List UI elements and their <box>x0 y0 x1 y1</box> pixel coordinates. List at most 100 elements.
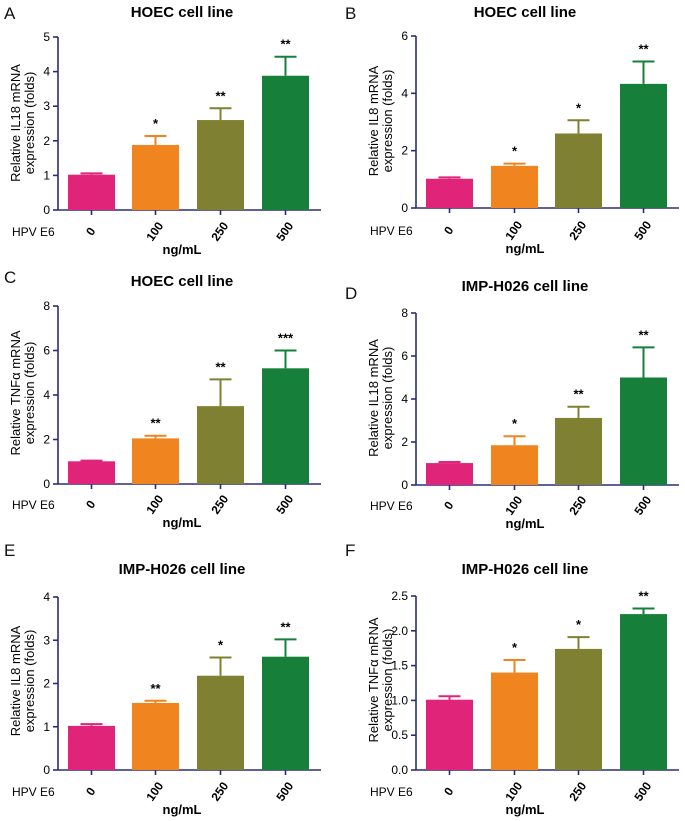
bar-250 <box>197 406 244 484</box>
y-tick-label: 0 <box>401 478 408 492</box>
bar-250 <box>197 120 244 210</box>
y-tick-label: 8 <box>43 299 50 313</box>
bar-500 <box>262 75 309 210</box>
y-tick-label: 6 <box>401 349 408 363</box>
x-tick-label: 0 <box>83 225 98 239</box>
significance-marker: ** <box>573 387 584 402</box>
significance-marker: * <box>512 144 518 159</box>
bar-500 <box>620 83 667 208</box>
group-label: HPV E6 <box>370 785 413 799</box>
panel-letter: E <box>4 541 15 560</box>
panel-letter: C <box>4 268 16 287</box>
y-tick-label: 4 <box>43 65 50 79</box>
y-axis-label: Relative IL18 mRNA <box>366 339 381 457</box>
bar-0 <box>426 699 473 770</box>
significance-marker: ** <box>215 359 226 374</box>
significance-marker: * <box>576 100 582 115</box>
significance-marker: * <box>512 416 518 431</box>
chart-panel-b: B HOEC cell line Relative IL8 mRNA expressi… <box>345 4 679 256</box>
y-tick-label: 2 <box>401 435 408 449</box>
y-axis-label-line2: expression (folds) <box>380 70 395 173</box>
panel-letter: A <box>4 4 16 23</box>
bar-0 <box>68 174 115 210</box>
significance-marker: ** <box>638 589 649 604</box>
y-tick-label: 4 <box>43 590 50 604</box>
y-tick-label: 4 <box>401 86 408 100</box>
chart-panel-c: C HOEC cell line Relative TNFα mRNA express… <box>4 268 321 530</box>
bar-250 <box>197 675 244 770</box>
y-tick-label: 6 <box>43 344 50 358</box>
chart-title: HOEC cell line <box>131 4 234 21</box>
panel-letter: D <box>345 284 357 303</box>
panel-letter: F <box>345 541 355 560</box>
y-tick-label: 2 <box>43 134 50 148</box>
group-label: HPV E6 <box>12 785 55 799</box>
x-tick-label: 500 <box>631 493 654 518</box>
chart-title: IMP-H026 cell line <box>119 561 246 578</box>
chart-panel-a: A HOEC cell line Relative IL18 mRNA express… <box>4 4 321 257</box>
y-tick-label: 0 <box>401 201 408 215</box>
y-tick-label: 5 <box>43 30 50 44</box>
bar-0 <box>426 463 473 485</box>
x-tick-label: 500 <box>631 218 654 243</box>
x-axis-label: ng/mL <box>506 516 545 531</box>
x-tick-label: 0 <box>83 498 98 512</box>
significance-marker: ** <box>638 327 649 342</box>
y-tick-label: 1.5 <box>391 659 408 673</box>
bar-0 <box>68 461 115 484</box>
x-tick-label: 100 <box>502 218 525 243</box>
y-tick-label: 2.5 <box>391 589 408 603</box>
y-tick-label: 0.0 <box>391 763 408 777</box>
y-axis-label-line2: expression (folds) <box>22 630 37 733</box>
x-axis-label: ng/mL <box>163 515 202 530</box>
x-tick-label: 500 <box>273 219 296 244</box>
y-tick-label: 0 <box>43 203 50 217</box>
significance-marker: ** <box>638 42 649 57</box>
bar-250 <box>555 133 602 208</box>
x-tick-label: 500 <box>273 779 296 804</box>
y-tick-label: 2 <box>43 677 50 691</box>
bar-100 <box>132 438 179 484</box>
y-tick-label: 8 <box>401 306 408 320</box>
y-axis-label: Relative IL18 mRNA <box>8 64 23 182</box>
x-tick-label: 500 <box>273 492 296 517</box>
x-tick-label: 250 <box>566 218 589 243</box>
group-label: HPV E6 <box>12 225 55 239</box>
y-tick-label: 1.0 <box>391 693 408 707</box>
bar-250 <box>555 648 602 770</box>
x-tick-label: 100 <box>502 493 525 518</box>
bar-250 <box>555 417 602 485</box>
y-axis-label: Relative IL8 mRNA <box>366 65 381 176</box>
group-label: HPV E6 <box>370 224 413 238</box>
significance-marker: * <box>576 617 582 632</box>
bar-100 <box>132 144 179 210</box>
significance-marker: ** <box>150 416 161 431</box>
y-axis-label: Relative IL8 mRNA <box>8 625 23 736</box>
chart-title: HOEC cell line <box>474 4 577 21</box>
bar-500 <box>620 377 667 485</box>
x-tick-label: 0 <box>441 499 456 513</box>
x-axis-label: ng/mL <box>163 802 202 817</box>
x-tick-label: 250 <box>566 779 589 804</box>
significance-marker: * <box>512 640 518 655</box>
x-tick-label: 250 <box>208 219 231 244</box>
x-tick-label: 0 <box>83 785 98 799</box>
x-tick-label: 250 <box>208 492 231 517</box>
x-tick-label: 100 <box>143 492 166 517</box>
x-tick-label: 250 <box>208 779 231 804</box>
y-axis-label-line2: expression (folds) <box>380 629 395 732</box>
x-axis-label: ng/mL <box>163 242 202 257</box>
significance-marker: *** <box>278 331 294 346</box>
chart-title: IMP-H026 cell line <box>462 561 589 578</box>
group-label: HPV E6 <box>370 499 413 513</box>
y-axis-label-line2: expression (folds) <box>22 342 37 445</box>
y-tick-label: 1 <box>43 168 50 182</box>
y-axis-label: Relative TNFα mRNA <box>8 330 23 455</box>
significance-marker: * <box>153 116 159 131</box>
y-tick-label: 2 <box>401 144 408 158</box>
y-tick-label: 6 <box>401 29 408 43</box>
y-axis-label: Relative TNFα mRNA <box>366 617 381 742</box>
y-tick-label: 0.5 <box>391 728 408 742</box>
group-label: HPV E6 <box>12 498 55 512</box>
y-axis-label-line2: expression (folds) <box>380 347 395 450</box>
